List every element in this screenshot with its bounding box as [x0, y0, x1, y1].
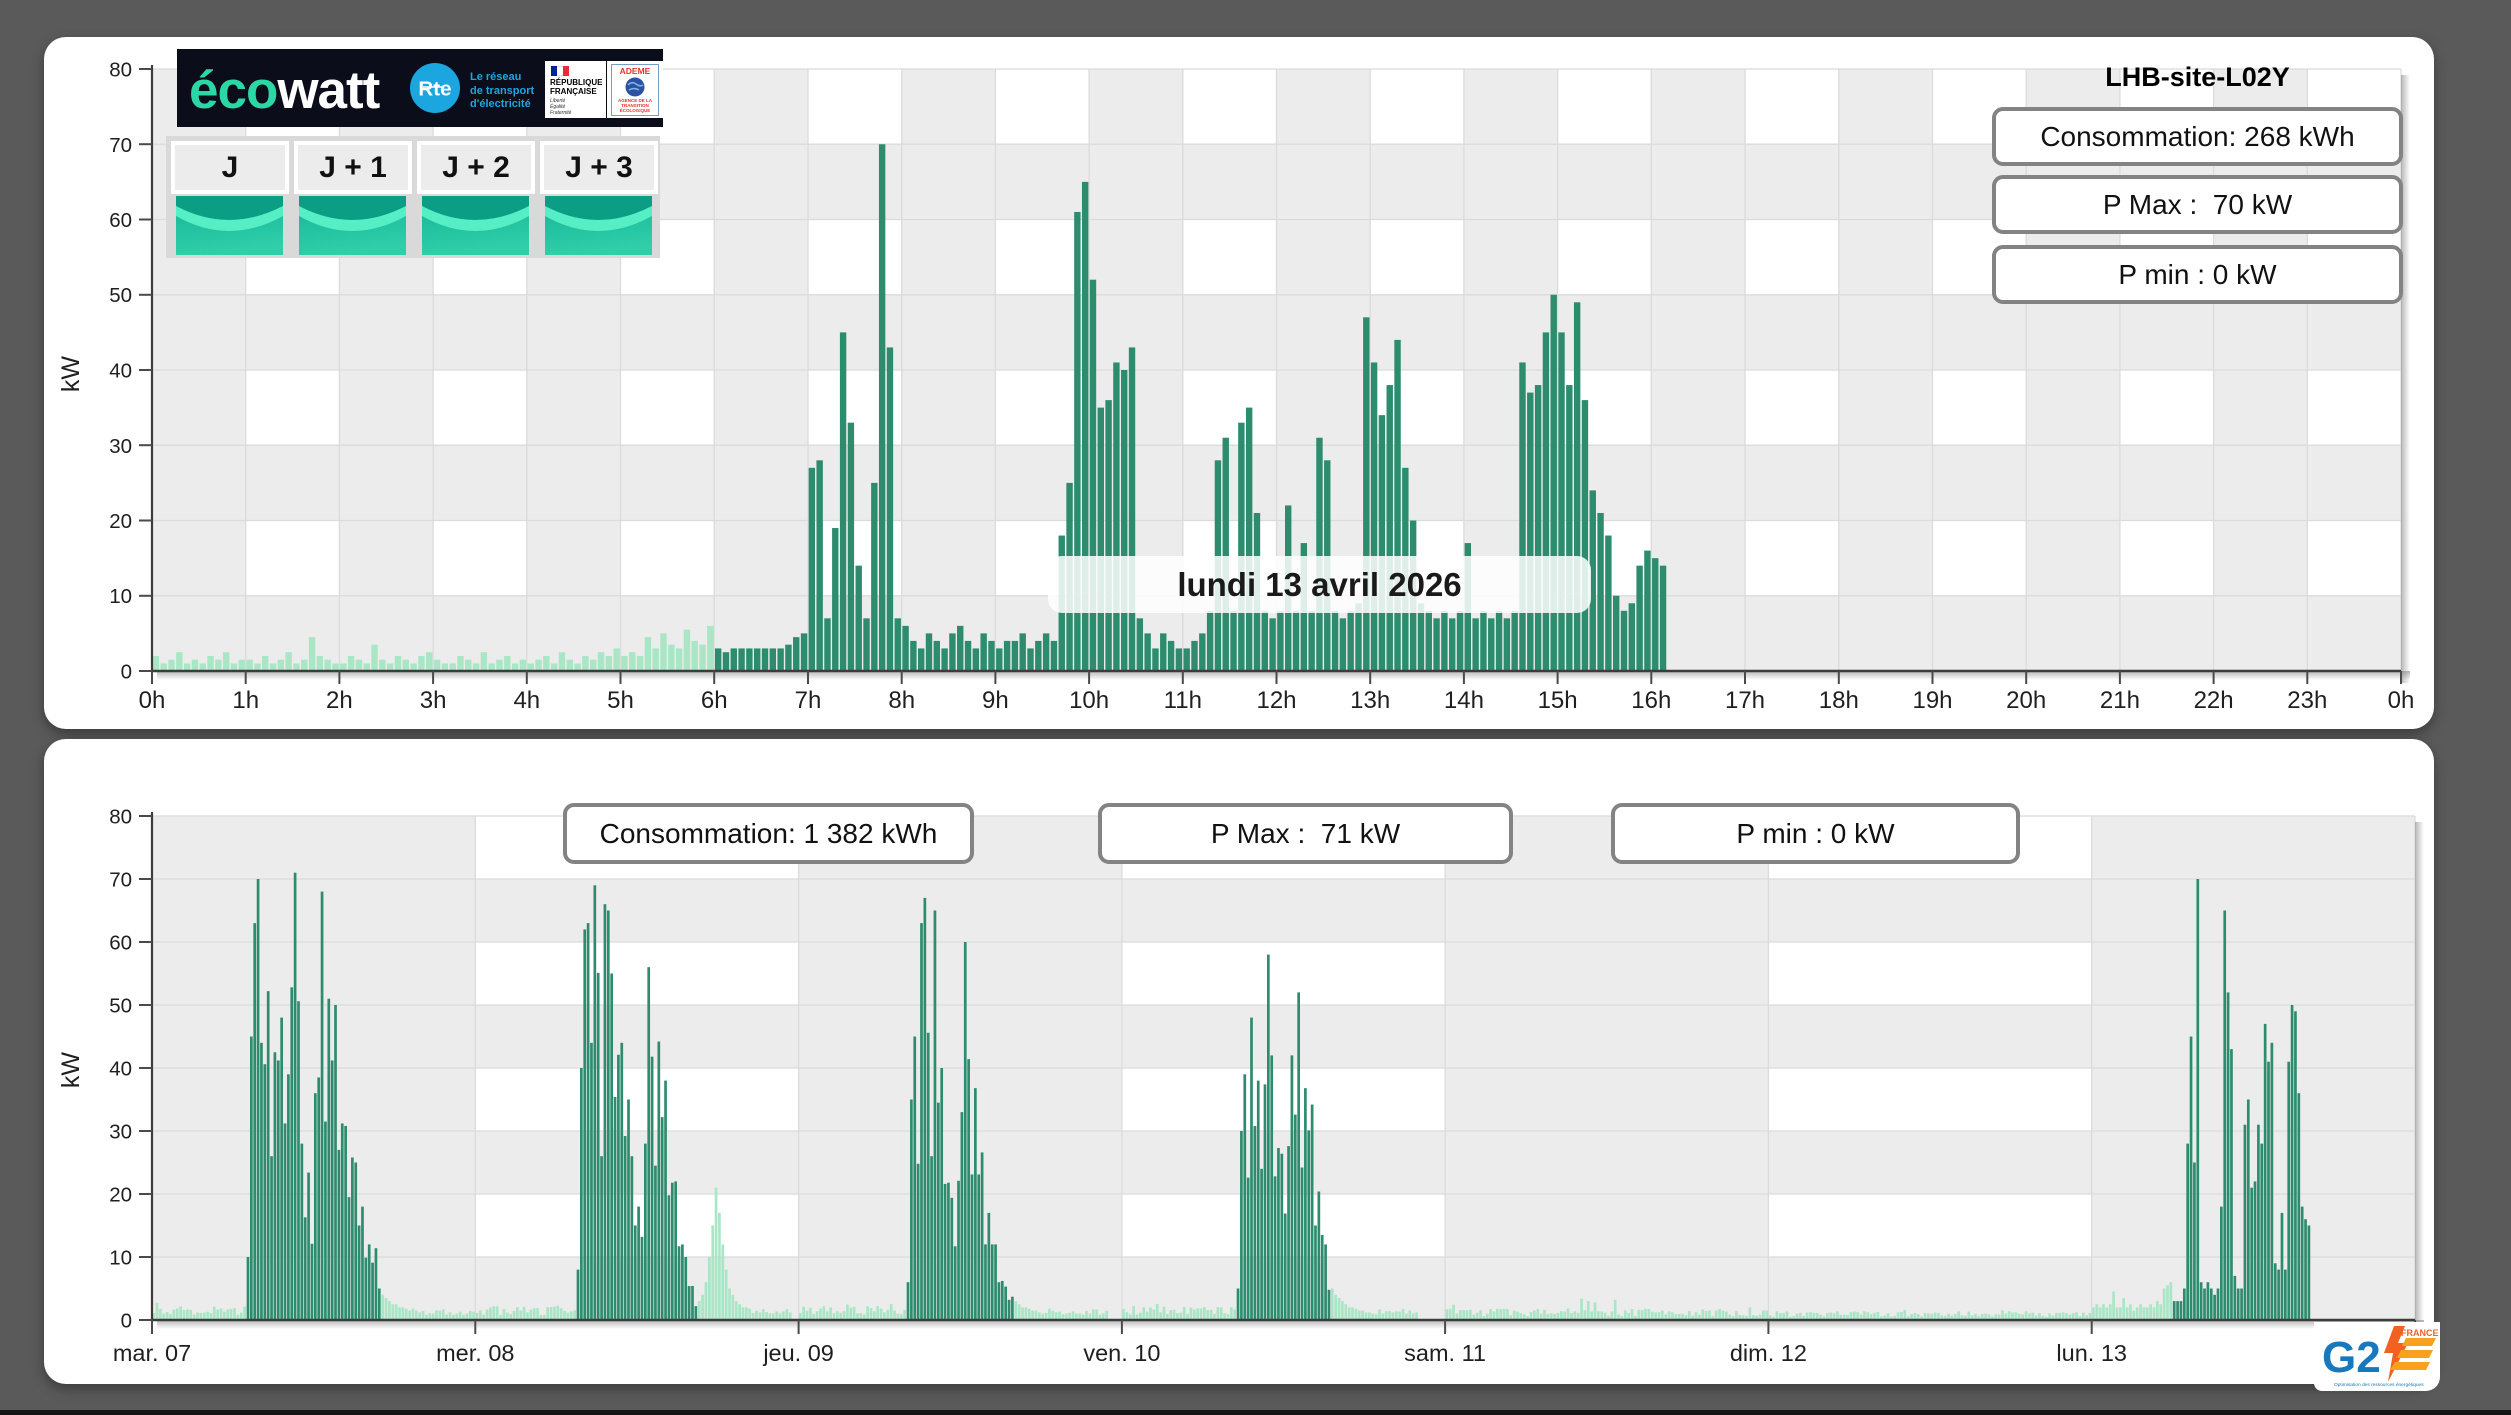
svg-text:30: 30 [109, 435, 132, 458]
svg-text:60: 60 [109, 932, 132, 955]
svg-text:20: 20 [109, 1184, 132, 1207]
svg-text:8h: 8h [888, 687, 915, 714]
svg-text:jeu. 09: jeu. 09 [762, 1340, 834, 1366]
svg-text:9h: 9h [982, 687, 1009, 714]
svg-text:G2: G2 [2322, 1333, 2381, 1382]
svg-text:mar. 07: mar. 07 [113, 1340, 191, 1366]
svg-text:40: 40 [109, 360, 132, 383]
svg-text:23h: 23h [2287, 687, 2327, 714]
svg-text:1h: 1h [232, 687, 259, 714]
svg-text:10h: 10h [1069, 687, 1109, 714]
svg-text:0: 0 [121, 661, 132, 684]
svg-text:0: 0 [121, 1310, 132, 1333]
svg-text:16h: 16h [1631, 687, 1671, 714]
svg-text:10: 10 [109, 1247, 132, 1270]
svg-text:kW: kW [57, 1052, 85, 1089]
svg-text:FRANCE: FRANCE [2401, 1328, 2439, 1338]
svg-text:20h: 20h [2006, 687, 2046, 714]
svg-text:60: 60 [109, 209, 132, 232]
svg-text:mer. 08: mer. 08 [436, 1340, 514, 1366]
svg-text:6h: 6h [701, 687, 728, 714]
svg-text:dim. 12: dim. 12 [1730, 1340, 1807, 1366]
svg-text:19h: 19h [1912, 687, 1952, 714]
svg-text:17h: 17h [1725, 687, 1765, 714]
svg-text:50: 50 [109, 284, 132, 307]
svg-text:Optimisation des ressources én: Optimisation des ressources énergétiques [2334, 1382, 2424, 1388]
svg-text:4h: 4h [513, 687, 540, 714]
svg-text:70: 70 [109, 134, 132, 157]
svg-text:10: 10 [109, 585, 132, 608]
svg-text:12h: 12h [1256, 687, 1296, 714]
svg-text:11h: 11h [1164, 687, 1202, 714]
svg-text:0h: 0h [139, 687, 166, 714]
svg-text:5h: 5h [607, 687, 634, 714]
svg-text:80: 80 [109, 59, 132, 82]
svg-text:15h: 15h [1538, 687, 1578, 714]
svg-text:80: 80 [109, 806, 132, 829]
svg-text:ven. 10: ven. 10 [1083, 1340, 1160, 1366]
svg-text:sam. 11: sam. 11 [1404, 1340, 1486, 1366]
svg-text:30: 30 [109, 1121, 132, 1144]
svg-text:40: 40 [109, 1058, 132, 1081]
svg-text:lun. 13: lun. 13 [2056, 1340, 2127, 1366]
svg-text:7h: 7h [795, 687, 822, 714]
svg-text:3h: 3h [420, 687, 447, 714]
svg-text:21h: 21h [2100, 687, 2140, 714]
svg-text:kW: kW [57, 356, 85, 393]
svg-text:13h: 13h [1350, 687, 1390, 714]
svg-text:0h: 0h [2388, 687, 2415, 714]
svg-text:14h: 14h [1444, 687, 1484, 714]
svg-text:50: 50 [109, 995, 132, 1018]
svg-text:20: 20 [109, 510, 132, 533]
svg-text:22h: 22h [2194, 687, 2234, 714]
svg-text:70: 70 [109, 869, 132, 892]
svg-text:18h: 18h [1819, 687, 1859, 714]
svg-text:2h: 2h [326, 687, 353, 714]
svg-text:Rte: Rte [418, 77, 451, 100]
